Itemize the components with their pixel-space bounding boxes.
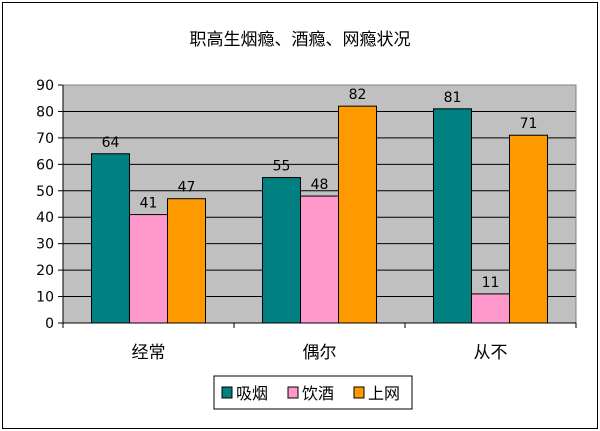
- legend: 吸烟 饮酒 上网: [213, 375, 413, 410]
- legend-label: 吸烟: [236, 384, 268, 403]
- bar-上网-偶尔: [338, 105, 377, 324]
- y-tick-label: 90: [36, 78, 54, 94]
- x-tick-label: 经常: [132, 343, 166, 363]
- data-label: 47: [178, 180, 196, 196]
- bar-饮酒-经常: [129, 214, 168, 324]
- y-tick-label: 70: [36, 131, 54, 147]
- legend-label: 饮酒: [302, 384, 334, 403]
- y-tick-label: 20: [36, 263, 54, 279]
- legend-swatch: [353, 386, 365, 399]
- data-label: 71: [520, 116, 538, 132]
- data-label: 41: [140, 196, 158, 212]
- y-tick-label: 30: [36, 237, 54, 253]
- data-label: 82: [349, 87, 367, 103]
- data-label: 64: [102, 135, 120, 151]
- data-label: 48: [311, 177, 329, 193]
- y-tick-label: 60: [36, 157, 54, 173]
- legend-swatch: [221, 386, 233, 399]
- bar-上网-经常: [167, 198, 206, 324]
- legend-swatch: [287, 386, 299, 399]
- x-tick-label: 偶尔: [303, 343, 337, 363]
- bars: [91, 105, 548, 324]
- bar-吸烟-偶尔: [262, 177, 301, 324]
- chart-title: 职高生烟瘾、酒瘾、网瘾状况: [190, 30, 411, 50]
- y-tick-label: 80: [36, 104, 54, 120]
- legend-label: 上网: [368, 384, 400, 403]
- bar-上网-从不: [509, 134, 548, 324]
- data-label: 81: [444, 90, 462, 106]
- bar-吸烟-从不: [433, 108, 472, 324]
- data-label: 55: [273, 159, 291, 175]
- y-tick-label: 50: [36, 184, 54, 200]
- bar-饮酒-偶尔: [300, 195, 339, 324]
- bar-饮酒-从不: [471, 293, 510, 324]
- data-label: 11: [482, 275, 500, 291]
- bar-吸烟-经常: [91, 153, 130, 324]
- y-tick-label: 0: [45, 316, 54, 332]
- x-tick-label: 从不: [474, 343, 508, 363]
- y-tick-label: 10: [36, 290, 54, 306]
- y-tick-label: 40: [36, 210, 54, 226]
- axes: 0 10 20 30 40 50 60 70 80 90 经常 偶尔 从不: [36, 78, 577, 363]
- data-labels: 64 41 47 55 48 82 81 11 71: [102, 87, 538, 291]
- legend-box: [213, 375, 413, 410]
